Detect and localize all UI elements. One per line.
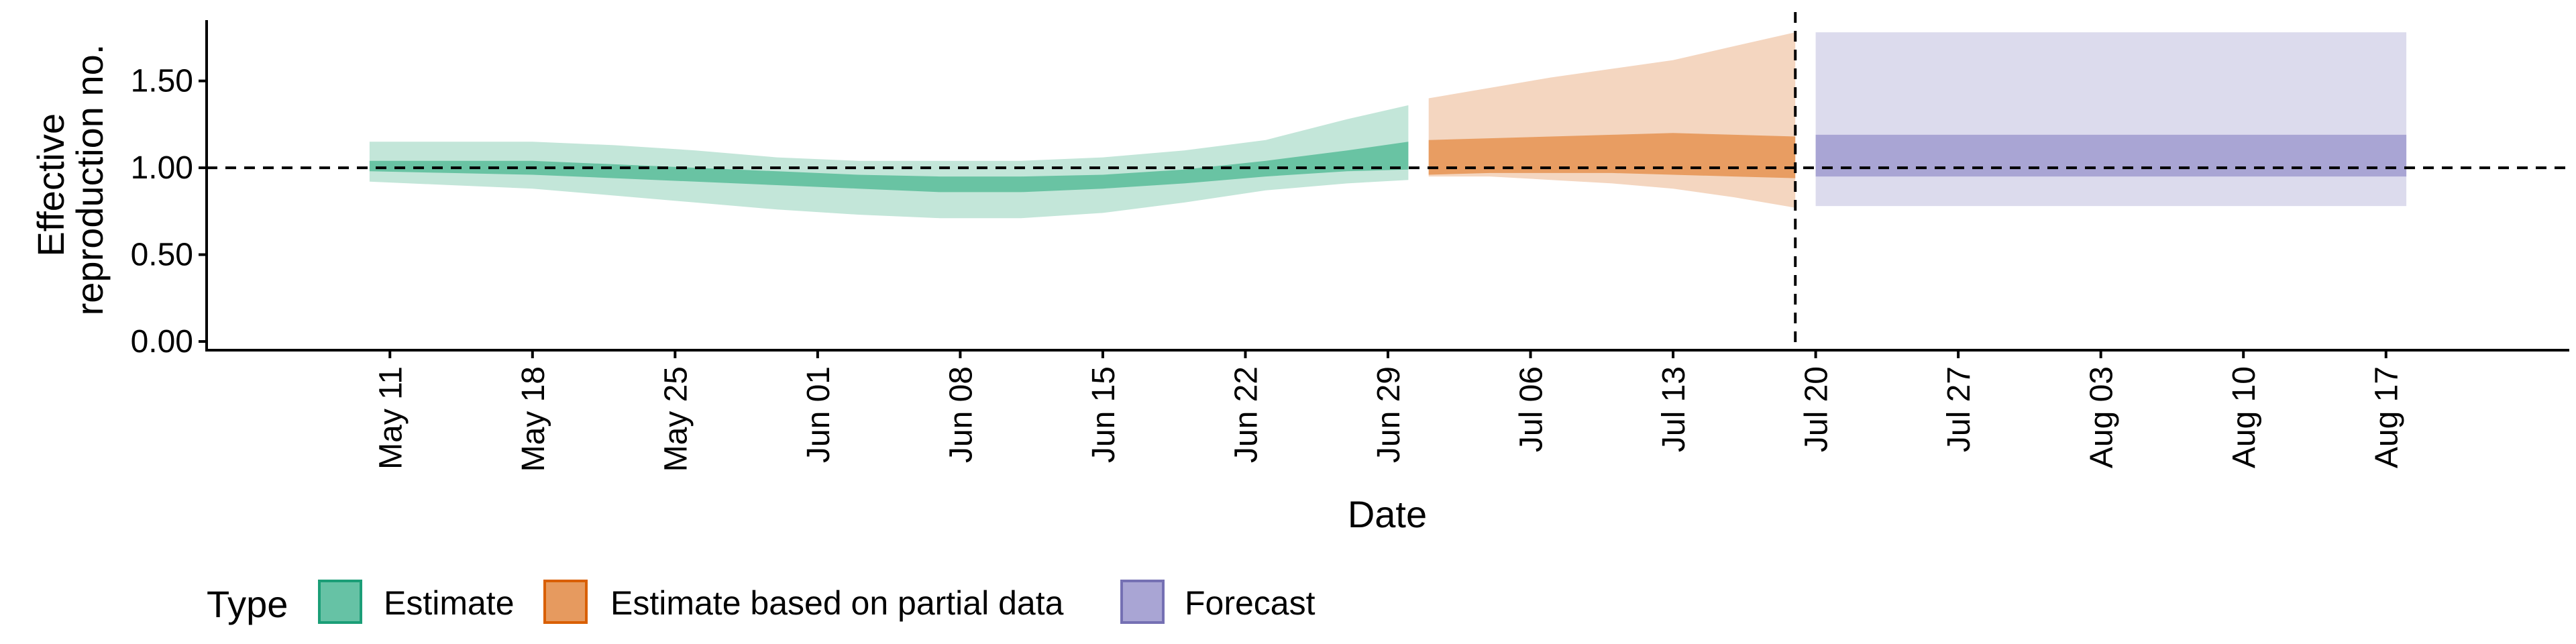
x-tick-label: Jun 22 [1229,366,1265,463]
band-layer [369,32,2407,219]
legend-label-forecast: Forecast [1185,584,1316,622]
y-axis-title-line-1: Effective [30,113,72,257]
y-axis-title: Effective reproduction no. [30,44,111,316]
forecast-inner-band [1815,134,2407,177]
axes: 0.00 0.50 1.00 1.50 May 11 May 18 May 25 Jun 0… [30,20,2569,535]
reference-lines [207,12,2569,350]
x-tick-label: Aug 03 [2084,366,2120,468]
x-tick-label: Jul 27 [1941,366,1977,452]
x-axis-title: Date [1348,493,1427,535]
x-tick-label: Aug 10 [2226,366,2262,468]
x-tick-label: Jun 01 [801,366,837,463]
y-ticks: 0.00 0.50 1.00 1.50 [131,64,207,360]
y-tick-label: 1.50 [131,64,193,99]
estimate-based-on-partial-data-inner-band [1428,133,1796,178]
x-tick-label: Jul 20 [1799,366,1835,452]
x-tick-label: Jun 08 [943,366,979,463]
y-tick-label: 0.50 [131,237,193,273]
forecast-outer-band [1815,32,2407,207]
y-tick-label: 0.00 [131,324,193,360]
x-tick-label: Jun 29 [1371,366,1407,463]
x-tick-label: Jun 15 [1086,366,1122,463]
x-tick-label: Aug 17 [2369,366,2405,468]
legend: Type Estimate Estimate based on partial … [207,580,1316,625]
x-ticks: May 11 May 18 May 25 Jun 01 Jun 08 Jun 15 Jun … [373,350,2405,472]
legend-swatch-estimate [318,580,362,624]
x-tick-label: Jul 06 [1514,366,1550,452]
estimate-based-on-partial-data-outer-band [1428,32,1796,208]
y-tick-label: 1.00 [131,150,193,186]
x-tick-label: Jul 13 [1656,366,1692,452]
legend-label-estimate: Estimate [384,584,515,622]
legend-title: Type [207,583,288,625]
legend-swatch-forecast [1120,580,1165,624]
x-tick-label: May 25 [658,366,694,472]
estimate-inner-band [369,142,1409,193]
legend-swatch-partial [543,580,588,624]
estimate-outer-band [369,105,1409,219]
x-tick-label: May 18 [516,366,551,472]
y-axis-title-line-2: reproduction no. [68,44,111,316]
legend-label-partial: Estimate based on partial data [610,584,1064,622]
x-tick-label: May 11 [373,366,409,470]
